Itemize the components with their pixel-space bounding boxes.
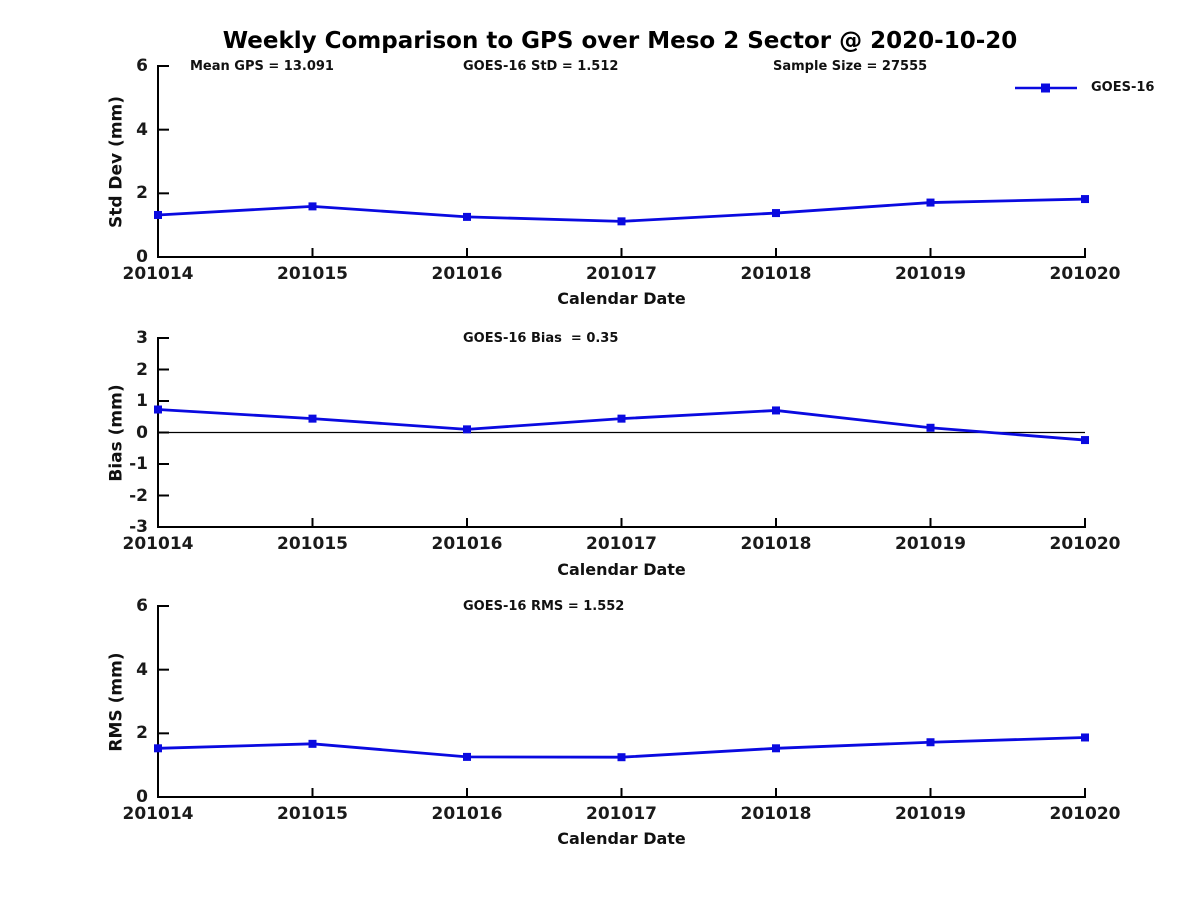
data-point-marker [1081, 436, 1089, 445]
data-point-marker [463, 425, 471, 434]
x-tick-label: 201016 [431, 264, 503, 284]
legend-label: GOES-16 [1091, 80, 1155, 95]
series-line [157, 408, 1086, 442]
x-tick-label: 201019 [895, 534, 966, 554]
x-tick-label: 201015 [277, 534, 348, 554]
data-point-marker [308, 202, 317, 211]
y-tick-label: 2 [136, 359, 148, 380]
x-tick-label: 201019 [895, 804, 966, 824]
data-point-marker [617, 753, 626, 762]
y-tick-label: 2 [136, 723, 148, 744]
x-tick-label: 201018 [740, 264, 812, 284]
annotation-mean-gps: Mean GPS = 13.091 [190, 59, 334, 74]
x-tick-label: 201014 [122, 534, 194, 554]
annotation-goes16-std: GOES-16 StD = 1.512 [463, 59, 619, 74]
y-tick-label: 6 [136, 56, 148, 76]
x-tick-label: 201018 [740, 534, 812, 554]
y-tick-label: 2 [136, 183, 148, 204]
data-point-marker [617, 217, 626, 226]
x-tick-label: 201015 [277, 264, 348, 284]
x-tick-label: 201016 [431, 804, 503, 824]
y-tick-label: 6 [136, 596, 148, 616]
y-tick-label: 1 [136, 391, 148, 411]
x-tick-label: 201017 [586, 264, 657, 284]
x-tick-label: 201014 [122, 264, 194, 284]
data-point-marker [1081, 195, 1089, 204]
x-tick-label: 201016 [431, 534, 503, 554]
x-tick-label: 201017 [586, 534, 657, 554]
y-tick-label: -1 [129, 454, 148, 474]
y-tick-label: -2 [129, 485, 148, 506]
subplot-title-bias: GOES-16 Bias = 0.35 [463, 331, 619, 346]
x-axis-label-plot2: Calendar Date [557, 560, 686, 579]
data-point-marker [772, 406, 780, 415]
y-tick-label: 3 [136, 328, 148, 348]
data-point-marker [926, 423, 935, 432]
x-tick-label: 201015 [277, 804, 348, 824]
y-tick-label: 0 [136, 787, 148, 807]
x-tick-label: 201020 [1049, 804, 1121, 824]
x-tick-label: 201018 [740, 804, 812, 824]
data-point-marker [772, 744, 780, 753]
data-point-marker [463, 212, 471, 221]
data-point-marker [926, 738, 935, 747]
data-point-marker [617, 414, 626, 423]
x-axis-label-plot3: Calendar Date [557, 829, 686, 848]
data-point-marker [926, 198, 935, 207]
legend: GOES-16 [1013, 81, 1154, 95]
data-point-marker [772, 209, 780, 218]
x-axis-label-plot1: Calendar Date [557, 289, 686, 308]
x-tick-label: 201020 [1049, 534, 1121, 554]
y-tick-label: 4 [136, 659, 148, 680]
annotation-sample-size: Sample Size = 27555 [773, 59, 928, 74]
data-point-marker [154, 210, 162, 219]
x-tick-label: 201019 [895, 264, 966, 284]
data-point-marker [154, 744, 162, 753]
data-point-marker [1081, 733, 1089, 742]
y-tick-label: 0 [136, 247, 148, 267]
data-point-marker [463, 752, 471, 761]
chart-title: Weekly Comparison to GPS over Meso 2 Sec… [222, 28, 1018, 54]
x-tick-label: 201017 [586, 804, 657, 824]
x-tick-label: 201020 [1049, 264, 1121, 284]
y-tick-label: 4 [136, 119, 148, 140]
y-tick-label: 0 [136, 422, 148, 443]
data-point-marker [308, 739, 317, 748]
data-point-marker [154, 405, 162, 414]
x-tick-label: 201014 [122, 804, 194, 824]
y-tick-label: -3 [129, 517, 148, 537]
subplot-title-rms: GOES-16 RMS = 1.552 [463, 599, 625, 614]
data-point-marker [308, 414, 317, 423]
legend-line-marker-icon [1015, 83, 1077, 93]
